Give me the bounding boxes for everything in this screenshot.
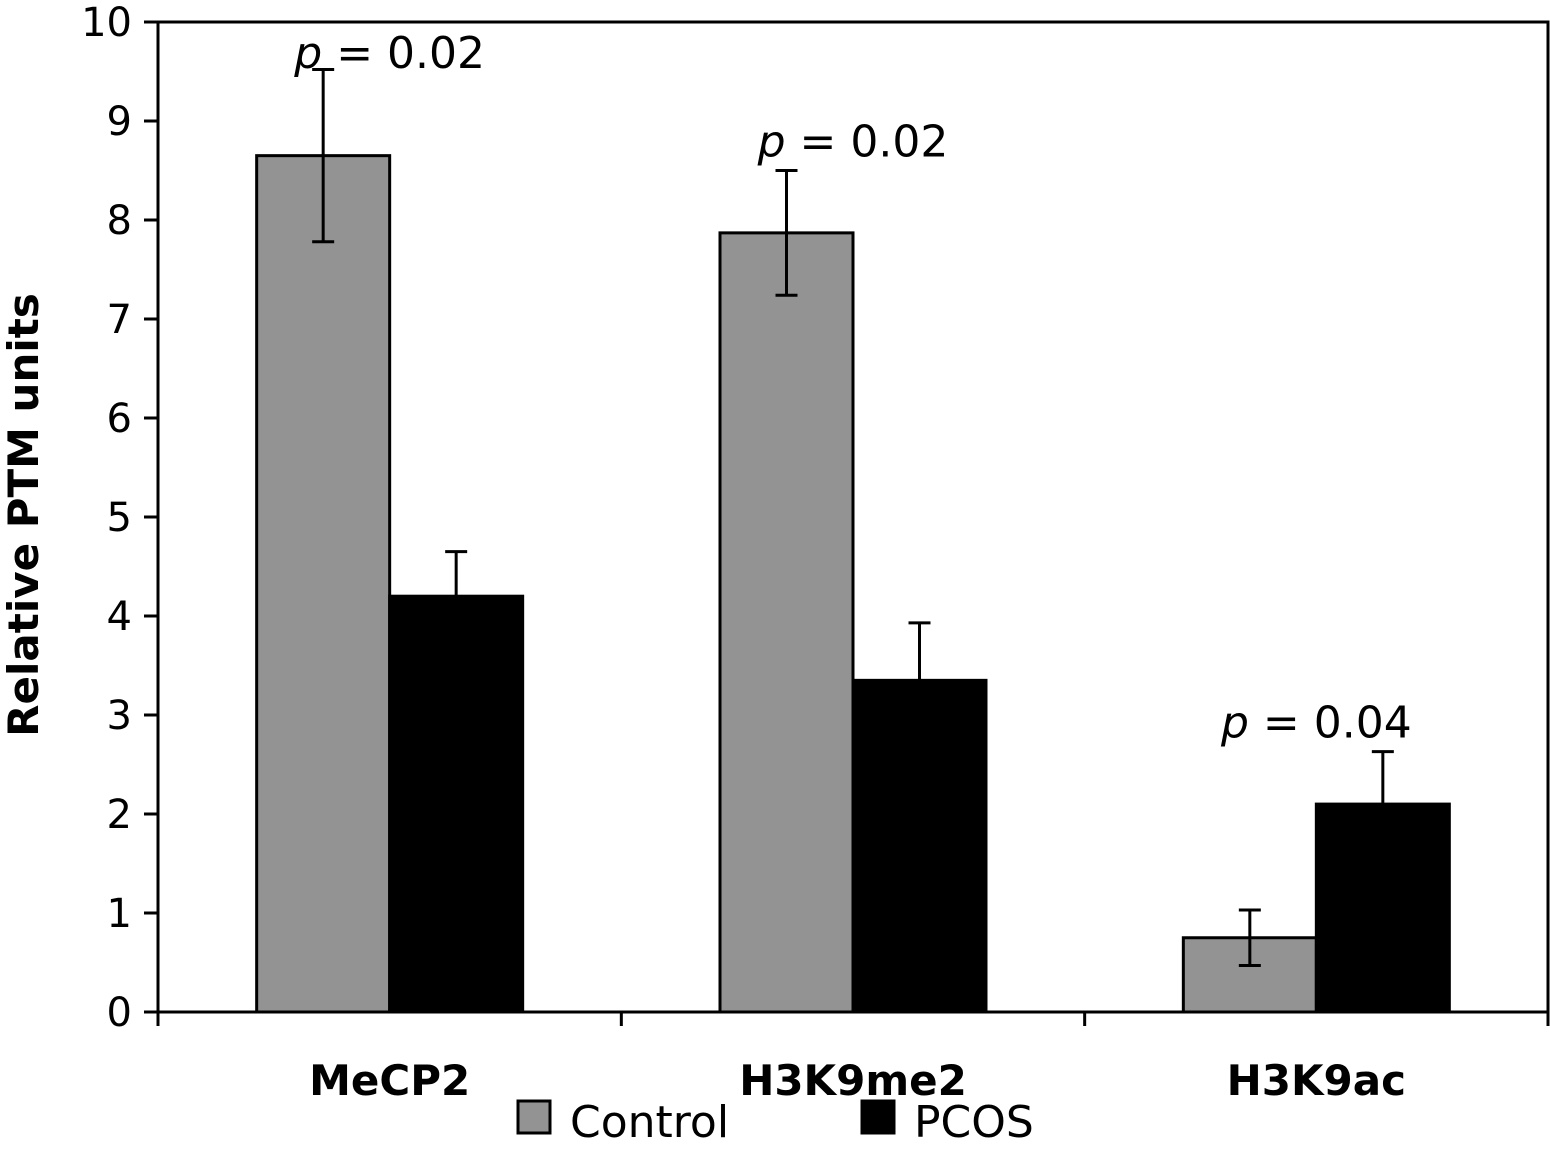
y-tick-label: 6 — [107, 396, 132, 442]
legend-swatch-pcos — [860, 1099, 896, 1135]
y-tick-label: 1 — [107, 891, 132, 937]
legend-swatch-control — [516, 1099, 552, 1135]
y-axis-title: Relative PTM units — [0, 293, 48, 737]
y-tick-label: 2 — [107, 792, 132, 838]
legend-label-control: Control — [570, 1097, 729, 1148]
annotations: p = 0.02p = 0.02p = 0.04 — [293, 28, 1411, 749]
p-value-text: = 0.02 — [786, 117, 949, 168]
bar-pcos — [388, 594, 525, 1014]
bars — [255, 154, 1451, 1014]
y-tick-label: 9 — [107, 99, 132, 145]
x-tick-label: MeCP2 — [309, 1056, 470, 1105]
error-bars — [312, 68, 1394, 967]
p-value-symbol: p — [757, 117, 786, 168]
legend: Control PCOS — [516, 1097, 1034, 1148]
y-tick-label: 10 — [81, 0, 132, 46]
y-tick-label: 4 — [107, 594, 132, 640]
p-value-symbol: p — [1220, 698, 1249, 749]
x-tick-label: H3K9me2 — [739, 1056, 967, 1105]
bar-pcos — [851, 678, 988, 1014]
bar-control — [718, 231, 855, 1014]
legend-label-pcos: PCOS — [914, 1097, 1034, 1148]
x-axis: MeCP2 H3K9me2 H3K9ac — [156, 1012, 1550, 1105]
y-tick-label: 7 — [107, 297, 132, 343]
p-value-text: = 0.02 — [322, 28, 485, 79]
y-tick-label: 5 — [107, 495, 132, 541]
y-axis: 0 1 2 3 4 5 6 7 8 9 10 — [81, 0, 158, 1036]
p-value-annotation: p = 0.02 — [757, 117, 949, 168]
y-tick-label: 8 — [107, 198, 132, 244]
p-value-symbol: p — [293, 28, 322, 79]
bar-control — [255, 154, 392, 1014]
y-tick-label: 0 — [107, 990, 132, 1036]
y-tick-label: 3 — [107, 693, 132, 739]
bar-pcos — [1314, 802, 1451, 1014]
x-tick-label: H3K9ac — [1227, 1056, 1406, 1105]
p-value-text: = 0.04 — [1249, 698, 1412, 749]
p-value-annotation: p = 0.04 — [1220, 698, 1412, 749]
p-value-annotation: p = 0.02 — [293, 28, 485, 79]
